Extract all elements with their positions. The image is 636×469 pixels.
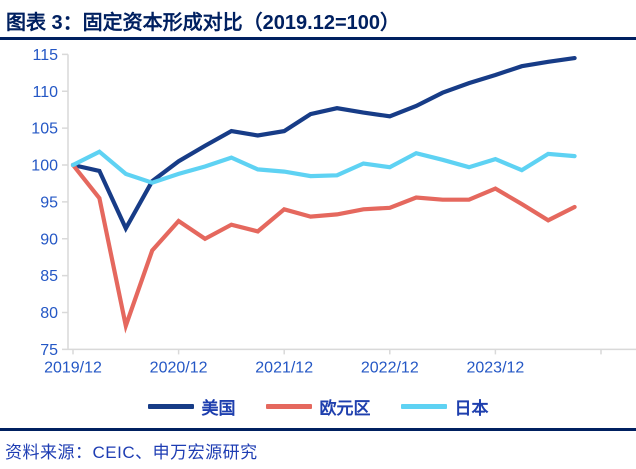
y-axis-label: 75 [40, 342, 58, 359]
japan-line-swatch [400, 403, 447, 409]
x-axis-label: 2022/12 [361, 359, 419, 376]
legend-label-us: 美国 [201, 398, 236, 418]
x-axis-label: 2019/12 [44, 359, 102, 376]
legend-item-us: 美国 [147, 394, 236, 419]
y-axis-label: 80 [40, 305, 58, 322]
us-line-swatch [147, 403, 194, 409]
eurozone-line-swatch [265, 403, 312, 409]
y-axis-label: 105 [31, 121, 58, 138]
y-axis-label: 110 [32, 84, 58, 101]
source-note: 资料来源：CEIC、申万宏源研究 [5, 443, 258, 462]
legend-item-japan: 日本 [400, 394, 489, 419]
eurozone-line [70, 162, 577, 334]
y-axis-label: 90 [40, 231, 58, 248]
legend-item-eurozone: 欧元区 [265, 394, 371, 419]
y-axis-label: 85 [40, 268, 58, 285]
title-underline [0, 37, 636, 40]
legend-label-eurozone: 欧元区 [319, 398, 371, 418]
chart-title: 图表 3：固定资本形成对比（2019.12=100） [6, 12, 401, 34]
footer-rule [0, 428, 636, 431]
line-chart: 75 80 85 90 95 100 105 110 115 2019/12 2020/12 2021… [31, 47, 636, 376]
x-axis-label: 2021/12 [255, 359, 313, 376]
x-axis-label: 2020/12 [150, 359, 208, 376]
chart-legend: 美国 欧元区 日本 [0, 393, 636, 419]
legend-label-japan: 日本 [454, 398, 489, 418]
y-axis-label: 100 [31, 158, 58, 175]
us-line [70, 56, 577, 234]
x-axis-label: 2023/12 [466, 359, 524, 376]
y-axis-label: 95 [40, 194, 58, 211]
japan-line [70, 149, 577, 185]
y-axis-label: 115 [32, 47, 58, 64]
